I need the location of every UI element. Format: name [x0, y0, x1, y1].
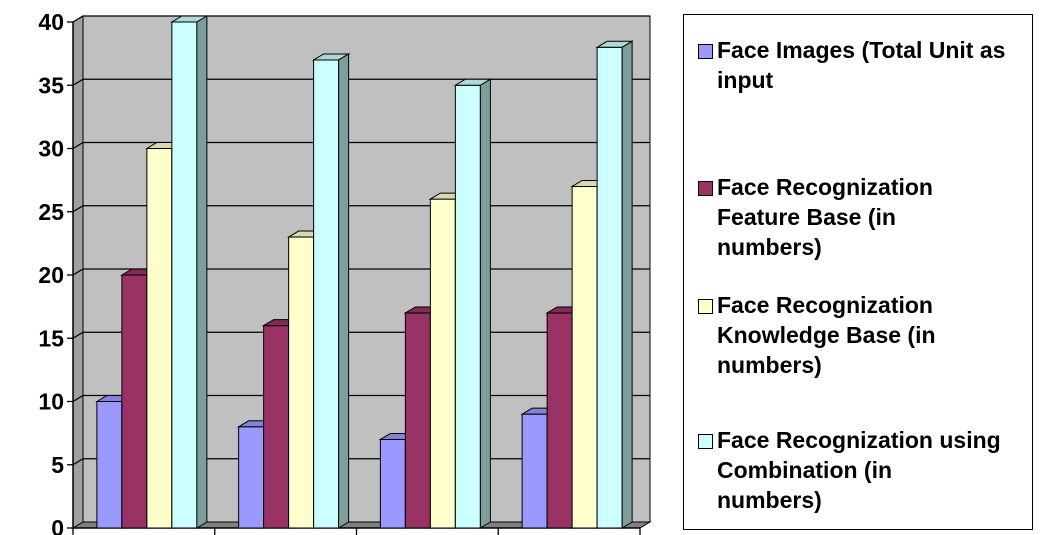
bar — [595, 40, 634, 529]
bar-front — [454, 84, 481, 529]
bar-front — [171, 21, 198, 529]
gridline — [72, 15, 650, 23]
y-tick-label: 15 — [38, 325, 64, 351]
bar-front — [238, 426, 265, 529]
y-tick-label: 10 — [38, 389, 64, 415]
chart-plot: 0 5 10 15 20 25 30 35 40 — [38, 9, 652, 535]
legend-swatch-combination — [698, 434, 713, 449]
legend-label-combination: Face Recognization using Combination (in… — [717, 427, 1001, 513]
legend-swatch-face-images — [698, 44, 713, 59]
bar — [170, 15, 209, 529]
bar-front — [146, 148, 173, 529]
legend-swatch-feature-base — [698, 181, 713, 196]
chart-legend: Face Images (Total Unit as input Face Re… — [683, 14, 1033, 530]
legend-swatch-knowledge-base — [698, 299, 713, 314]
gridline — [72, 78, 650, 86]
bar-front — [288, 236, 315, 529]
legend-label-knowledge-base: Face Recognization Knowledge Base (in nu… — [717, 292, 936, 378]
bar-front — [596, 46, 623, 529]
bar-front — [546, 312, 573, 529]
bar-side — [479, 78, 491, 529]
bar — [311, 53, 351, 529]
legend-label-face-images: Face Images (Total Unit as input — [717, 37, 1006, 93]
bar — [453, 78, 493, 529]
bar-front — [121, 274, 148, 529]
bar-front — [404, 312, 431, 529]
bar-front — [96, 401, 123, 529]
bar-front — [571, 185, 598, 529]
legend-item-feature-base: Face Recognization Feature Base (in numb… — [698, 172, 1028, 262]
bar-side — [338, 53, 350, 529]
legend-label-feature-base: Face Recognization Feature Base (in numb… — [717, 174, 933, 260]
legend-item-knowledge-base: Face Recognization Knowledge Base (in nu… — [698, 290, 1028, 380]
y-tick-label: 20 — [38, 262, 64, 288]
y-tick-label: 30 — [38, 136, 64, 162]
legend-item-face-images: Face Images (Total Unit as input — [698, 35, 1028, 95]
y-tick-label: 5 — [51, 452, 64, 478]
y-tick-label: 40 — [38, 9, 64, 35]
bar-side — [196, 15, 208, 529]
y-tick-label: 0 — [51, 515, 64, 535]
bar-front — [313, 59, 340, 529]
y-tick-label: 35 — [38, 72, 64, 98]
y-tick-label: 25 — [38, 199, 64, 225]
legend-item-combination: Face Recognization using Combination (in… — [698, 425, 1028, 515]
bar-front — [521, 413, 548, 529]
bar-front — [263, 325, 290, 529]
bar-side — [621, 40, 633, 529]
bar-front — [379, 438, 406, 529]
bar-front — [429, 198, 456, 529]
